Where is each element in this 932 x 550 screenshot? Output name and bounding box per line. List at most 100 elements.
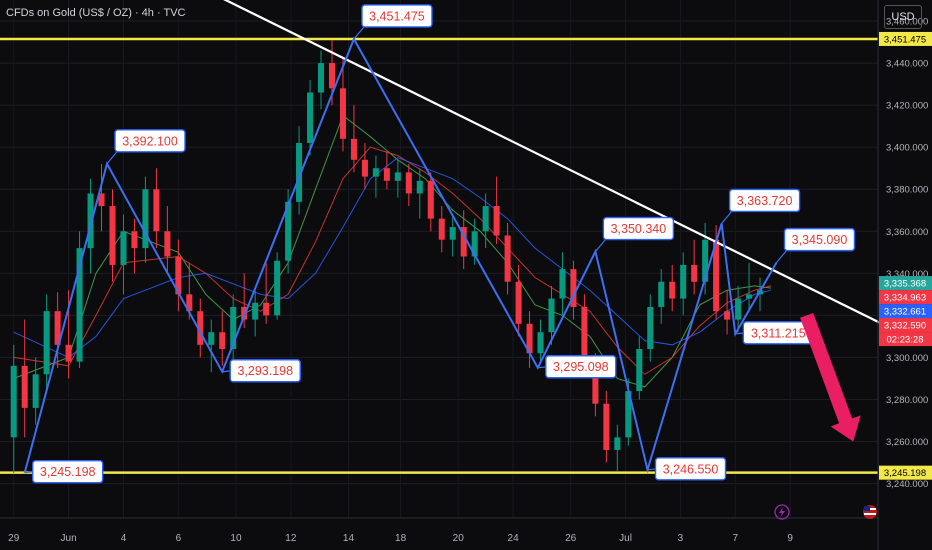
y-tick-label: 3,340.000 bbox=[886, 269, 928, 280]
candle-body bbox=[614, 437, 621, 450]
price-badge bbox=[879, 276, 932, 291]
x-tick-label: 24 bbox=[508, 533, 520, 544]
candle-body bbox=[724, 311, 731, 320]
candle-body bbox=[581, 306, 588, 366]
flag-canton bbox=[864, 506, 870, 511]
candle-body bbox=[307, 92, 314, 143]
callout-leader bbox=[721, 211, 733, 224]
bearish-forecast-arrow[interactable] bbox=[800, 313, 861, 442]
candle-body bbox=[32, 374, 39, 408]
candle-body bbox=[296, 142, 303, 202]
countdown-badge bbox=[879, 332, 932, 347]
y-tick-label: 3,260.000 bbox=[886, 437, 928, 448]
candle-body bbox=[504, 235, 511, 282]
time-axis[interactable]: 29 Jun 4 6 10 12 14 18 20 24 26 Jul 3 7 9 bbox=[0, 517, 878, 544]
candle-body bbox=[713, 239, 720, 312]
candle-body bbox=[21, 365, 28, 408]
price-callout-box[interactable] bbox=[31, 459, 104, 484]
price-badges: 3,335.368 3,334.963 3,332.661 3,332.590 02:2… bbox=[879, 276, 932, 347]
level-price-label: 3,451.475 bbox=[884, 34, 926, 45]
y-tick-label: 3,460.000 bbox=[886, 17, 928, 28]
candle-body bbox=[285, 201, 292, 261]
candle-body bbox=[109, 206, 116, 265]
candle-body bbox=[328, 63, 336, 89]
x-tick-label: 10 bbox=[230, 533, 242, 544]
candle-body bbox=[263, 302, 270, 316]
price-callout-label: 3,345.090 bbox=[792, 233, 848, 247]
candle-body bbox=[427, 180, 434, 219]
lightning-icon[interactable] bbox=[774, 504, 790, 520]
price-callout-box[interactable] bbox=[783, 227, 856, 252]
candle-body bbox=[746, 294, 753, 299]
candle-body bbox=[175, 256, 182, 295]
x-tick-label: 6 bbox=[176, 533, 182, 544]
candle-body bbox=[691, 264, 698, 282]
candle-body bbox=[241, 306, 248, 320]
event-icons[interactable] bbox=[774, 504, 877, 520]
candle-body bbox=[54, 311, 61, 345]
candle-body bbox=[460, 227, 467, 257]
candle-body bbox=[87, 193, 94, 249]
candle-body bbox=[339, 88, 346, 139]
moving-average-line bbox=[13, 114, 772, 388]
chart-title: CFDs on Gold (US$ / OZ) · 4h · TVC bbox=[6, 7, 186, 19]
price-callout-label: 3,363.720 bbox=[737, 194, 793, 208]
candle-body bbox=[131, 231, 138, 249]
candle-body bbox=[10, 365, 17, 438]
callout-leader bbox=[594, 239, 606, 252]
x-tick-label: 9 bbox=[787, 533, 793, 544]
x-tick-label: 20 bbox=[453, 533, 465, 544]
candle-body bbox=[372, 168, 379, 177]
candle-body bbox=[153, 189, 160, 232]
level-price-label: 3,245.198 bbox=[884, 468, 926, 479]
candle-body bbox=[515, 281, 522, 324]
y-tick-label: 3,300.000 bbox=[886, 353, 928, 364]
price-callout-box[interactable] bbox=[361, 4, 433, 28]
candle-body bbox=[449, 227, 456, 240]
candle-body bbox=[471, 231, 478, 257]
candle-body bbox=[208, 332, 215, 345]
flag-stripe bbox=[864, 513, 876, 515]
zigzag-line[interactable] bbox=[23, 36, 778, 474]
horizontal-levels[interactable] bbox=[0, 37, 878, 474]
candle-body bbox=[570, 269, 577, 307]
y-tick-label: 3,400.000 bbox=[886, 143, 928, 154]
price-callout-label: 3,246.550 bbox=[663, 462, 719, 476]
x-tick-label: Jul bbox=[619, 533, 632, 544]
price-callout-box[interactable] bbox=[654, 457, 727, 481]
price-badge bbox=[879, 290, 932, 305]
forecast-arrow[interactable] bbox=[800, 313, 861, 442]
y-tick-label: 3,360.000 bbox=[886, 227, 928, 238]
candle-body bbox=[647, 306, 654, 350]
level-price-tag bbox=[879, 31, 932, 46]
price-callout-label: 3,392.100 bbox=[122, 134, 178, 148]
candle-body bbox=[230, 306, 237, 350]
currency-button[interactable]: USD bbox=[884, 5, 922, 29]
price-callout-box[interactable] bbox=[114, 129, 186, 153]
price-callout-box[interactable] bbox=[229, 359, 301, 383]
candle-body bbox=[405, 172, 412, 194]
price-badge bbox=[879, 318, 932, 333]
price-callout-box[interactable] bbox=[602, 216, 675, 241]
price-callout-box[interactable] bbox=[728, 188, 801, 213]
countdown-label: 02:23:28 bbox=[887, 335, 924, 346]
y-tick-label: 3,420.000 bbox=[886, 101, 928, 112]
candle-body bbox=[702, 239, 709, 282]
zigzag[interactable]: 3,245.198 3,392.100 3,293.198 3,451.475 3,29… bbox=[23, 4, 856, 484]
x-tick-label: 29 bbox=[8, 533, 20, 544]
x-tick-label: 4 bbox=[121, 533, 127, 544]
price-callout-label: 3,295.098 bbox=[553, 360, 609, 374]
trendline[interactable] bbox=[8, 0, 887, 327]
x-tick-label: Jun bbox=[61, 533, 77, 544]
resistance-trendline[interactable] bbox=[8, 0, 887, 327]
price-callout-box[interactable] bbox=[545, 355, 617, 379]
candle-body bbox=[186, 294, 193, 312]
price-callout-label: 3,311.215 bbox=[751, 326, 806, 340]
candle-body bbox=[669, 281, 676, 299]
y-tick-label: 3,440.000 bbox=[886, 59, 928, 70]
x-tick-label: 26 bbox=[565, 533, 577, 544]
candle-body bbox=[482, 206, 489, 232]
candle-body bbox=[680, 264, 687, 299]
